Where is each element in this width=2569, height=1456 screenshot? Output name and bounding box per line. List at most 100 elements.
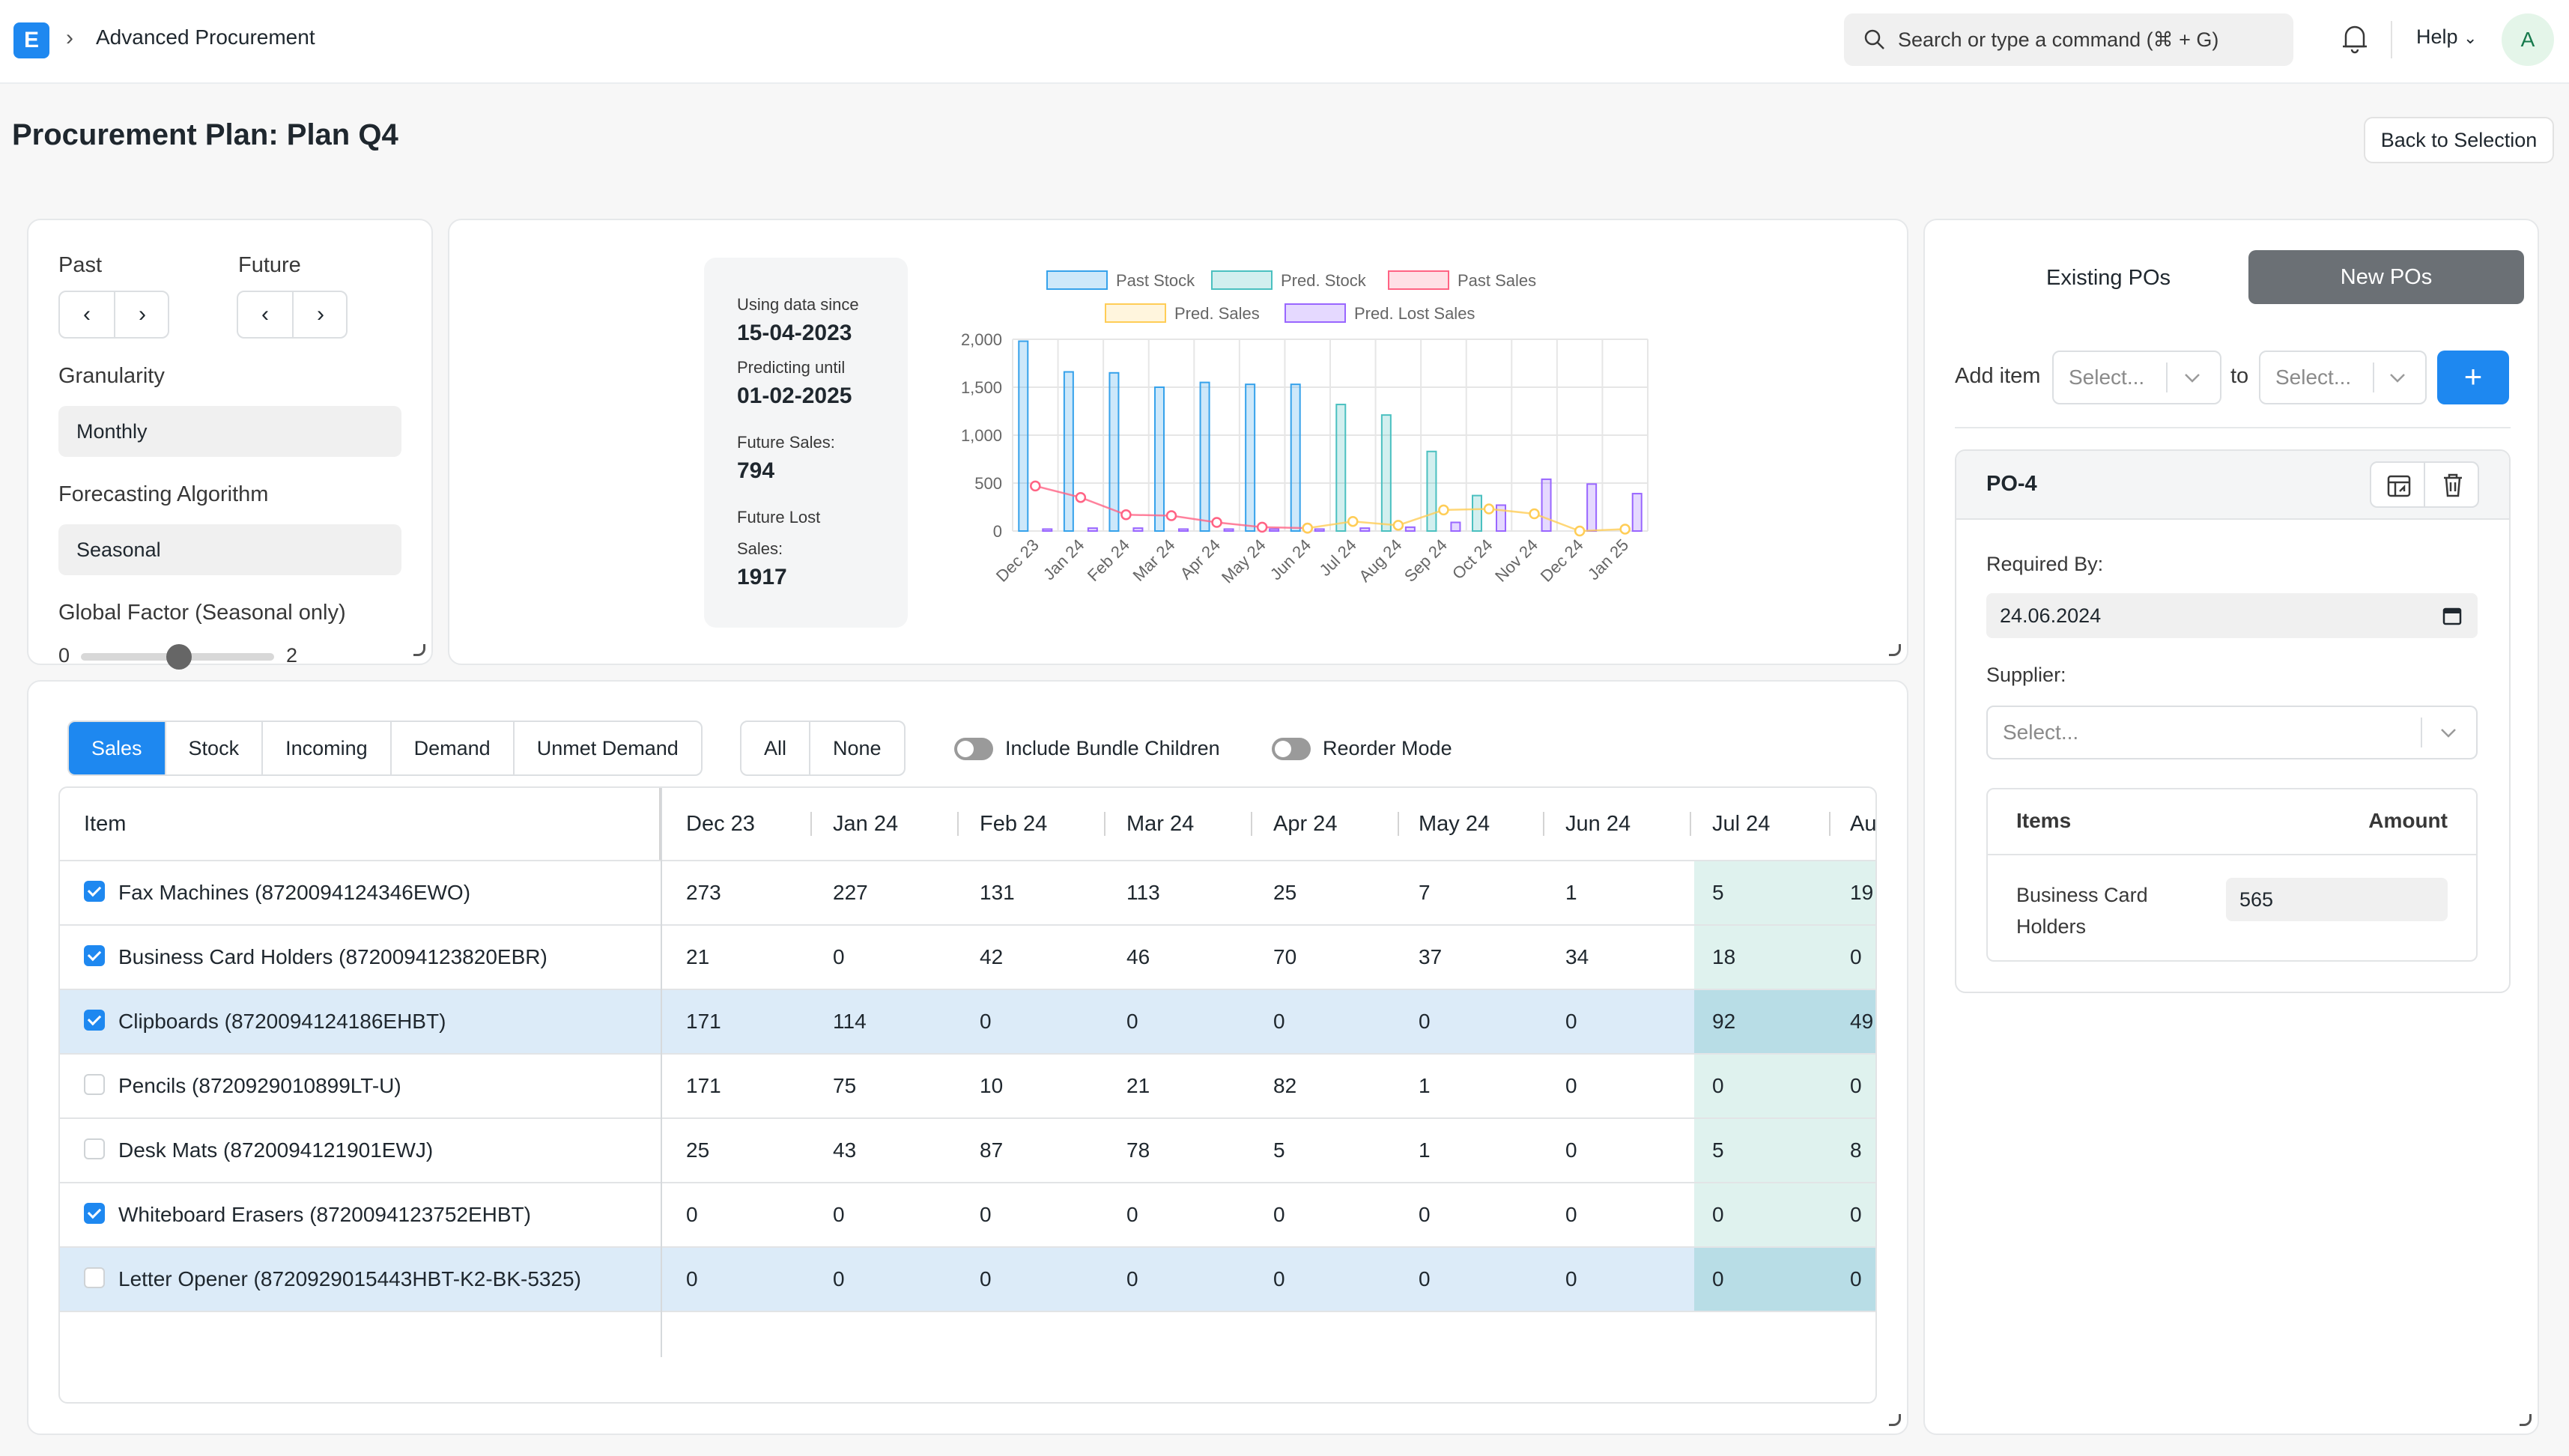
table-cell[interactable]: 18 (1712, 945, 1736, 968)
table-cell[interactable]: 46 (1126, 945, 1150, 968)
table-cell[interactable]: 87 (980, 1138, 1004, 1162)
column-divider[interactable] (1251, 812, 1252, 836)
table-cell[interactable]: 1 (1419, 1138, 1431, 1162)
bell-icon[interactable] (2340, 22, 2370, 55)
table-cell[interactable]: 0 (1850, 945, 1862, 968)
table-cell[interactable]: 0 (1850, 1203, 1862, 1226)
table-cell[interactable]: 5 (1273, 1138, 1285, 1162)
table-cell[interactable]: 8 (1850, 1138, 1862, 1162)
supplier-select[interactable]: Select... (1986, 706, 2478, 759)
table-cell[interactable]: 37 (1419, 945, 1443, 968)
global-factor-slider-thumb[interactable] (166, 644, 192, 670)
table-cell[interactable]: 0 (1712, 1267, 1724, 1290)
table-cell[interactable]: 42 (980, 945, 1004, 968)
table-cell[interactable]: 7 (1419, 881, 1431, 904)
help-menu[interactable]: Help ⌄ (2416, 25, 2477, 49)
tab-unmet-demand[interactable]: Unmet Demand (536, 737, 679, 759)
table-cell[interactable]: 70 (1273, 945, 1297, 968)
table-cell[interactable]: 25 (1273, 881, 1297, 904)
column-divider[interactable] (1398, 812, 1399, 836)
table-cell[interactable]: 82 (1273, 1074, 1297, 1097)
table-cell[interactable]: 0 (1126, 1203, 1138, 1226)
po-line-amount-input[interactable]: 565 (2226, 878, 2448, 921)
past-prev-button[interactable]: ‹ (83, 302, 91, 327)
table-cell[interactable]: 25 (686, 1138, 710, 1162)
back-to-selection-button[interactable]: Back to Selection (2364, 117, 2554, 163)
add-item-select[interactable]: Select... (2052, 351, 2221, 404)
table-cell[interactable]: 21 (1126, 1074, 1150, 1097)
table-cell[interactable]: 0 (686, 1267, 698, 1290)
table-cell[interactable]: 0 (1565, 1074, 1577, 1097)
table-cell[interactable]: 0 (1565, 1010, 1577, 1033)
tab-demand[interactable]: Demand (392, 722, 515, 774)
row-checkbox[interactable] (84, 1010, 105, 1031)
required-by-date-input[interactable]: 24.06.2024 (1986, 593, 2478, 638)
table-cell[interactable]: 49 (1850, 1010, 1874, 1033)
future-next-button[interactable]: › (317, 302, 324, 327)
table-row[interactable]: Pencils (8720929010899LT-U) 171 75 10 21 82 1 0… (60, 1055, 1875, 1119)
include-bundle-toggle[interactable] (954, 738, 993, 760)
table-cell[interactable]: 0 (1712, 1203, 1724, 1226)
column-divider[interactable] (1829, 812, 1831, 836)
table-cell[interactable]: 0 (1126, 1267, 1138, 1290)
column-divider[interactable] (1104, 812, 1105, 836)
table-cell[interactable]: 113 (1126, 881, 1160, 904)
table-cell[interactable]: 273 (686, 881, 721, 904)
column-divider[interactable] (659, 788, 661, 860)
tab-incoming[interactable]: Incoming (263, 722, 392, 774)
row-checkbox[interactable] (84, 1267, 105, 1288)
table-row[interactable]: Fax Machines (8720094124346EWO) 273 227 131… (60, 861, 1875, 926)
table-cell[interactable]: 0 (1850, 1074, 1862, 1097)
resize-handle[interactable] (1889, 644, 1901, 656)
search-bar[interactable]: Search or type a command (⌘ + G) (1844, 13, 2293, 66)
table-cell[interactable]: 0 (833, 945, 845, 968)
table-cell[interactable]: 227 (833, 881, 868, 904)
row-checkbox[interactable] (84, 1074, 105, 1095)
avatar[interactable]: A (2502, 13, 2554, 66)
table-cell[interactable]: 131 (980, 881, 1015, 904)
breadcrumb[interactable]: Advanced Procurement (96, 25, 315, 49)
add-to-po-select[interactable]: Select... (2259, 351, 2427, 404)
column-divider[interactable] (810, 812, 812, 836)
table-cell[interactable]: 43 (833, 1138, 857, 1162)
table-cell[interactable]: 92 (1712, 1010, 1736, 1033)
table-cell[interactable]: 0 (1419, 1203, 1431, 1226)
open-po-button[interactable] (2370, 461, 2425, 508)
table-cell[interactable]: 0 (1273, 1010, 1285, 1033)
table-cell[interactable]: 0 (833, 1203, 845, 1226)
table-cell[interactable]: 0 (1419, 1010, 1431, 1033)
table-row[interactable]: Letter Opener (8720929015443HBT-K2-BK-53… (60, 1248, 1875, 1312)
tab-sales[interactable]: Sales (69, 722, 166, 774)
add-item-button[interactable]: + (2437, 351, 2509, 404)
table-row[interactable]: Business Card Holders (8720094123820EBR)… (60, 926, 1875, 990)
table-cell[interactable]: 0 (1126, 1010, 1138, 1033)
table-cell[interactable]: 1 (1565, 881, 1577, 904)
table-row[interactable]: Clipboards (8720094124186EHBT) 171 114 0 0 0 0… (60, 990, 1875, 1055)
table-cell[interactable]: 1 (1419, 1074, 1431, 1097)
reorder-mode-toggle[interactable] (1272, 738, 1311, 760)
table-cell[interactable]: 0 (1850, 1267, 1862, 1290)
select-all-button[interactable]: All (741, 722, 811, 774)
row-checkbox[interactable] (84, 1138, 105, 1159)
table-row[interactable]: Desk Mats (8720094121901EWJ) 25 43 87 78 5 1 0 5… (60, 1119, 1875, 1183)
tab-stock[interactable]: Stock (166, 722, 264, 774)
table-cell[interactable]: 0 (1565, 1138, 1577, 1162)
column-divider[interactable] (1543, 812, 1544, 836)
resize-handle[interactable] (1889, 1414, 1901, 1426)
resize-handle[interactable] (413, 644, 425, 656)
table-cell[interactable]: 0 (686, 1203, 698, 1226)
table-cell[interactable]: 0 (833, 1267, 845, 1290)
delete-po-button[interactable] (2424, 461, 2479, 508)
table-cell[interactable]: 5 (1712, 1138, 1724, 1162)
table-cell[interactable]: 0 (980, 1203, 992, 1226)
table-cell[interactable]: 0 (1712, 1074, 1724, 1097)
table-cell[interactable]: 171 (686, 1010, 721, 1033)
granularity-select[interactable]: Monthly (58, 406, 401, 457)
table-cell[interactable]: 114 (833, 1010, 867, 1033)
table-cell[interactable]: 75 (833, 1074, 857, 1097)
calendar-icon[interactable] (2442, 605, 2463, 626)
table-cell[interactable]: 78 (1126, 1138, 1150, 1162)
table-cell[interactable]: 10 (980, 1074, 1004, 1097)
table-cell[interactable]: 19 (1850, 881, 1874, 904)
table-cell[interactable]: 0 (980, 1010, 992, 1033)
